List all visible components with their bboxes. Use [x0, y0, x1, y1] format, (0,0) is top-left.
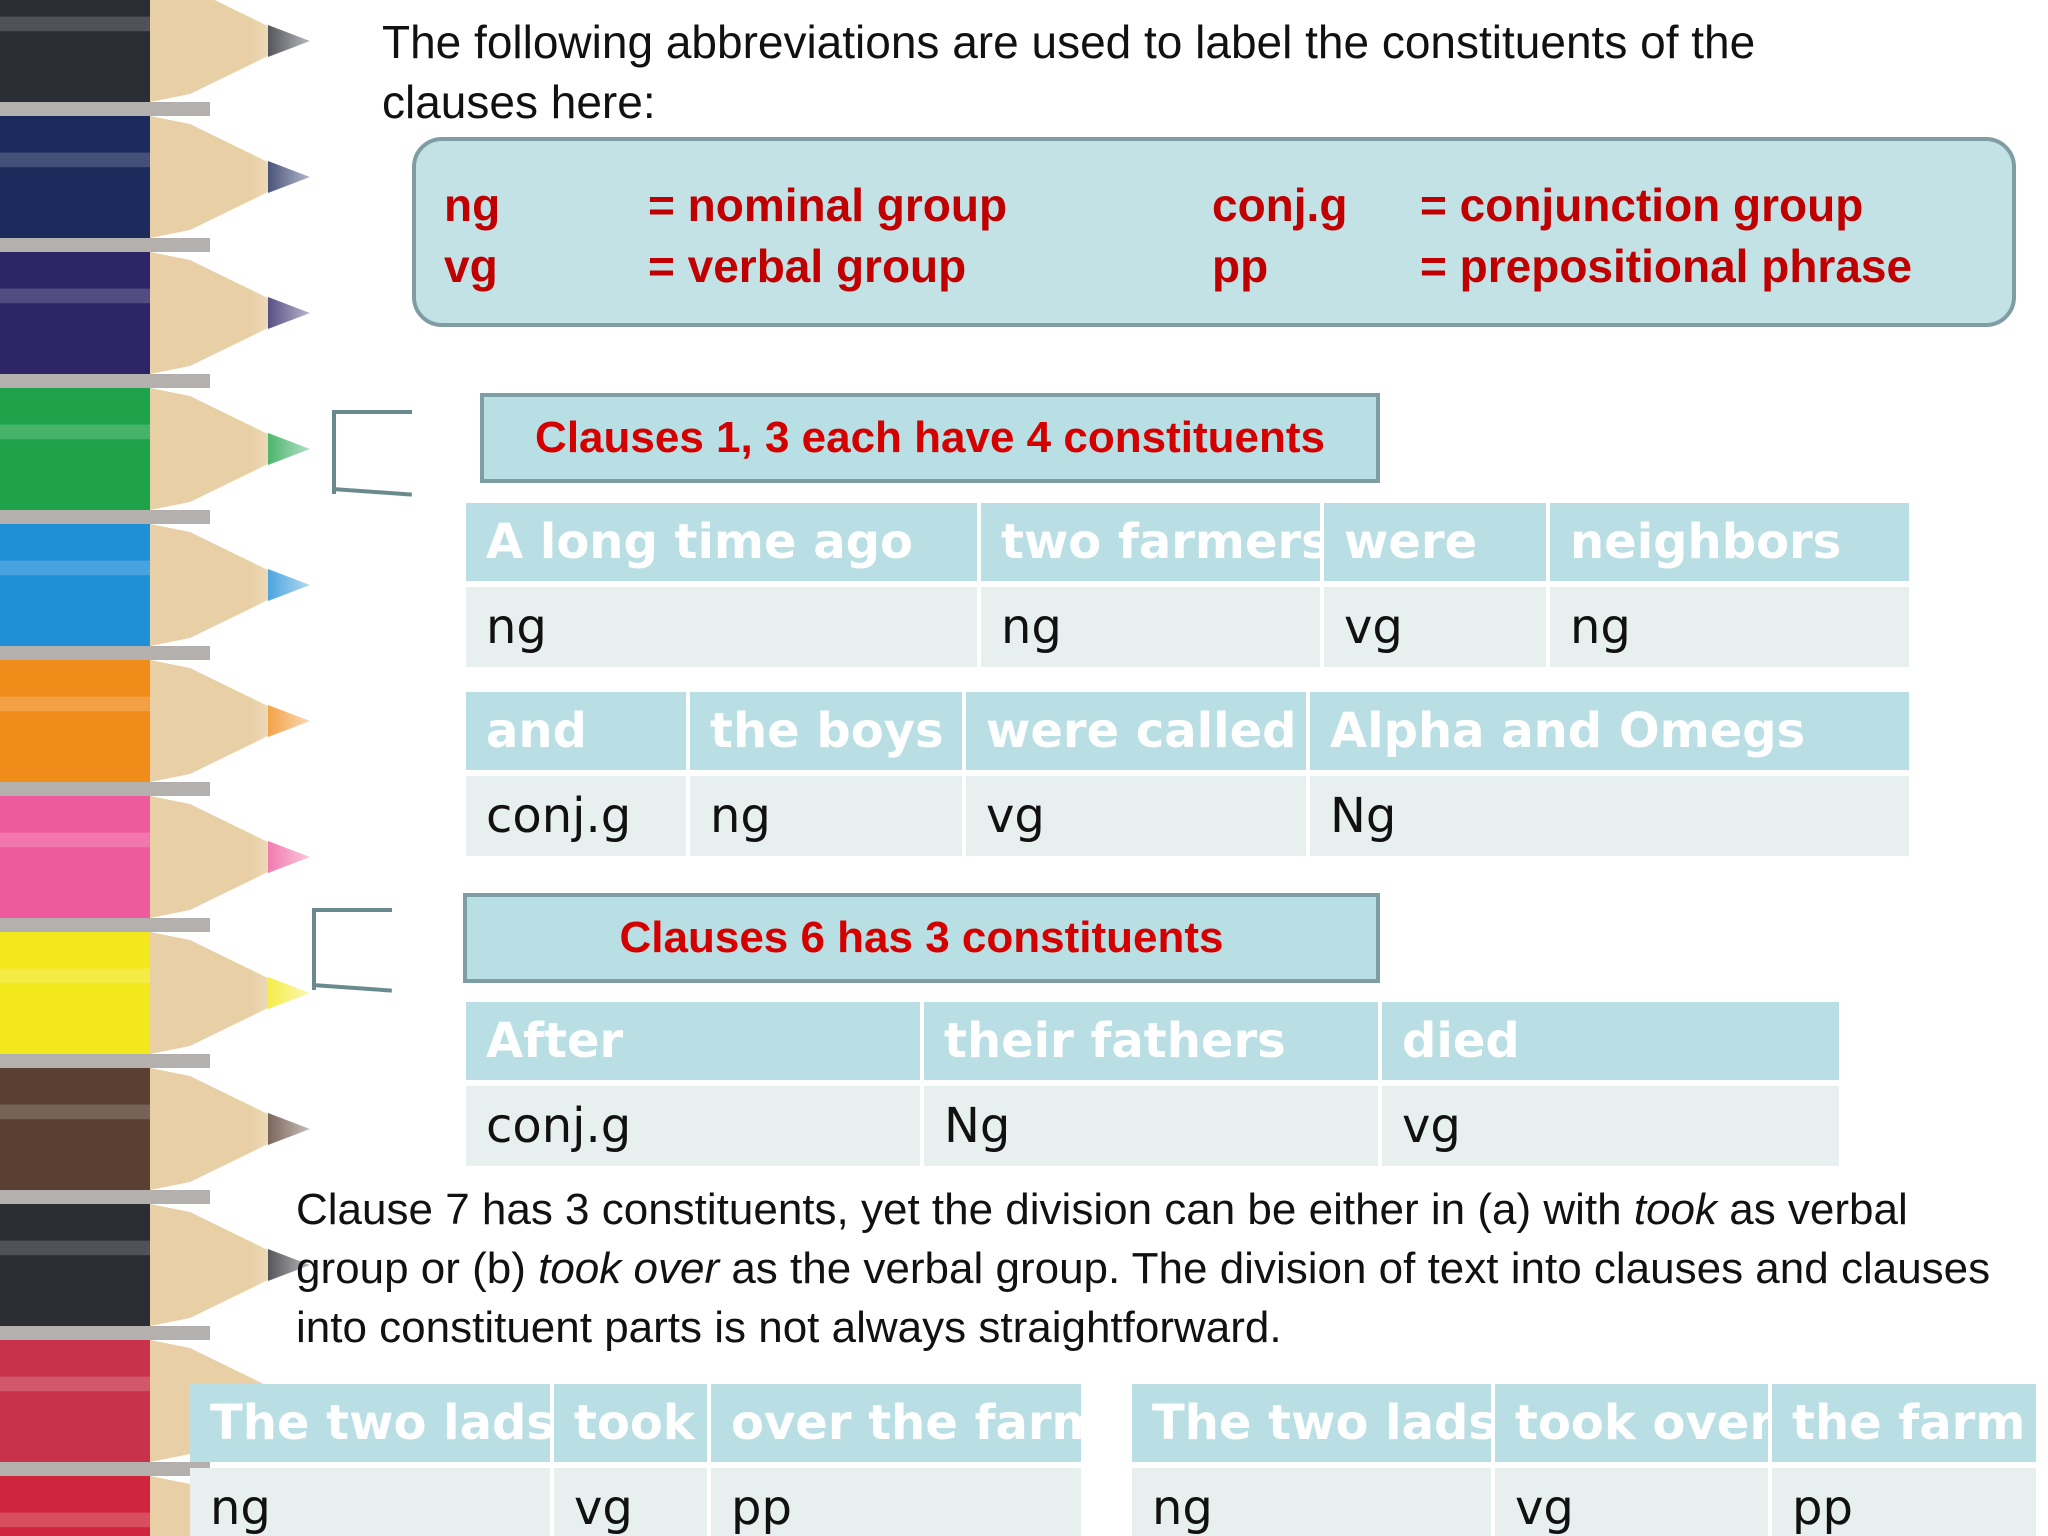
- note-part-2: as verbal group or (b): [296, 1185, 1908, 1293]
- clause-1-word: neighbors: [1550, 503, 1909, 581]
- clause-7b-tag: ng: [1132, 1468, 1491, 1536]
- legend-meaning-ng: = nominal group: [648, 179, 1008, 231]
- clause-1-tag: ng: [1550, 587, 1909, 667]
- pencil: [0, 388, 310, 524]
- pencil: [0, 660, 310, 796]
- legend-abbr-conjg: conj.g: [1212, 179, 1348, 231]
- abbreviation-legend: ng = nominal group vg = verbal group con…: [412, 137, 2016, 327]
- pencil: [0, 932, 310, 1068]
- pencil: [0, 116, 310, 252]
- pencil: [0, 0, 310, 116]
- clause-7b-word: the farm: [1772, 1384, 2036, 1462]
- clause-3-word: and: [466, 692, 686, 770]
- legend-abbr-ng: ng: [444, 179, 501, 231]
- heading-clause-6: Clauses 6 has 3 constituents: [463, 893, 1380, 983]
- intro-line-2: clauses here:: [382, 76, 656, 128]
- clause-1-word: A long time ago: [466, 503, 977, 581]
- heading-clauses-1-3: Clauses 1, 3 each have 4 constituents: [480, 393, 1380, 483]
- clause-1-tag: ng: [981, 587, 1320, 667]
- clause-1-word: were: [1324, 503, 1546, 581]
- legend-abbr-vg: vg: [444, 240, 498, 292]
- clause-1-tag: ng: [466, 587, 977, 667]
- clause-7a-tag: ng: [190, 1468, 550, 1536]
- clause-3-word: were called: [966, 692, 1306, 770]
- clause-1-word: two farmers: [981, 503, 1320, 581]
- clause-1-tag: vg: [1324, 587, 1546, 667]
- pencil: [0, 1204, 310, 1340]
- clause-3-tag: conj.g: [466, 776, 686, 856]
- clause-7a-word: The two lads: [190, 1384, 550, 1462]
- clause-6-tag: conj.g: [466, 1086, 920, 1166]
- clause-7a-word: took: [554, 1384, 707, 1462]
- legend-meaning-conjg: = conjunction group: [1420, 179, 1864, 231]
- pencil-fade: [250, 0, 340, 1536]
- note-part-1: Clause 7 has 3 constituents, yet the div…: [296, 1185, 1634, 1234]
- note-took-over: took over: [538, 1244, 720, 1293]
- pencil: [0, 524, 310, 660]
- pencil: [0, 1340, 310, 1476]
- clause-3-word: Alpha and Omegs: [1310, 692, 1909, 770]
- legend-abbr-pp: pp: [1212, 240, 1269, 292]
- clause-6-table: After their fathers died conj.g Ng vg: [466, 1002, 1839, 1166]
- clause-1-table: A long time ago two farmers were neighbo…: [466, 503, 1909, 667]
- clause-7b-table: The two lads took over the farm ng vg pp: [1132, 1384, 2036, 1536]
- note-took: took: [1633, 1185, 1718, 1234]
- clause-3-word: the boys: [690, 692, 962, 770]
- bracket-2-top: [312, 908, 392, 912]
- clause-3-tag: ng: [690, 776, 962, 856]
- clause-6-tag: Ng: [924, 1086, 1378, 1166]
- clause-7a-tag: vg: [554, 1468, 707, 1536]
- intro-text: The following abbreviations are used to …: [382, 12, 1982, 132]
- clause-7a-tag: pp: [711, 1468, 1081, 1536]
- bracket-1: [332, 410, 412, 494]
- legend-meaning-vg: = verbal group: [648, 240, 967, 292]
- clause-7b-word: The two lads: [1132, 1384, 1491, 1462]
- clause-7b-word: took over: [1495, 1384, 1768, 1462]
- clause-7b-tag: vg: [1495, 1468, 1768, 1536]
- clause-7-note: Clause 7 has 3 constituents, yet the div…: [296, 1180, 2016, 1357]
- clause-6-word: their fathers: [924, 1002, 1378, 1080]
- bracket-1-top: [332, 410, 412, 414]
- bracket-2: [312, 908, 392, 990]
- clause-6-word: After: [466, 1002, 920, 1080]
- clause-7a-table: The two lads took over the farm ng vg pp: [190, 1384, 1081, 1536]
- intro-line-1: The following abbreviations are used to …: [382, 16, 1756, 68]
- clause-7b-tag: pp: [1772, 1468, 2036, 1536]
- pencil: [0, 1068, 310, 1204]
- legend-meaning-pp: = prepositional phrase: [1420, 240, 1913, 292]
- note-part-3: as the verbal group. The division of tex…: [296, 1244, 1991, 1352]
- clause-3-tag: vg: [966, 776, 1306, 856]
- clause-3-table: and the boys were called Alpha and Omegs…: [466, 692, 1909, 856]
- clause-6-tag: vg: [1382, 1086, 1839, 1166]
- clause-7a-word: over the farm: [711, 1384, 1081, 1462]
- clause-3-tag: Ng: [1310, 776, 1909, 856]
- clause-6-word: died: [1382, 1002, 1839, 1080]
